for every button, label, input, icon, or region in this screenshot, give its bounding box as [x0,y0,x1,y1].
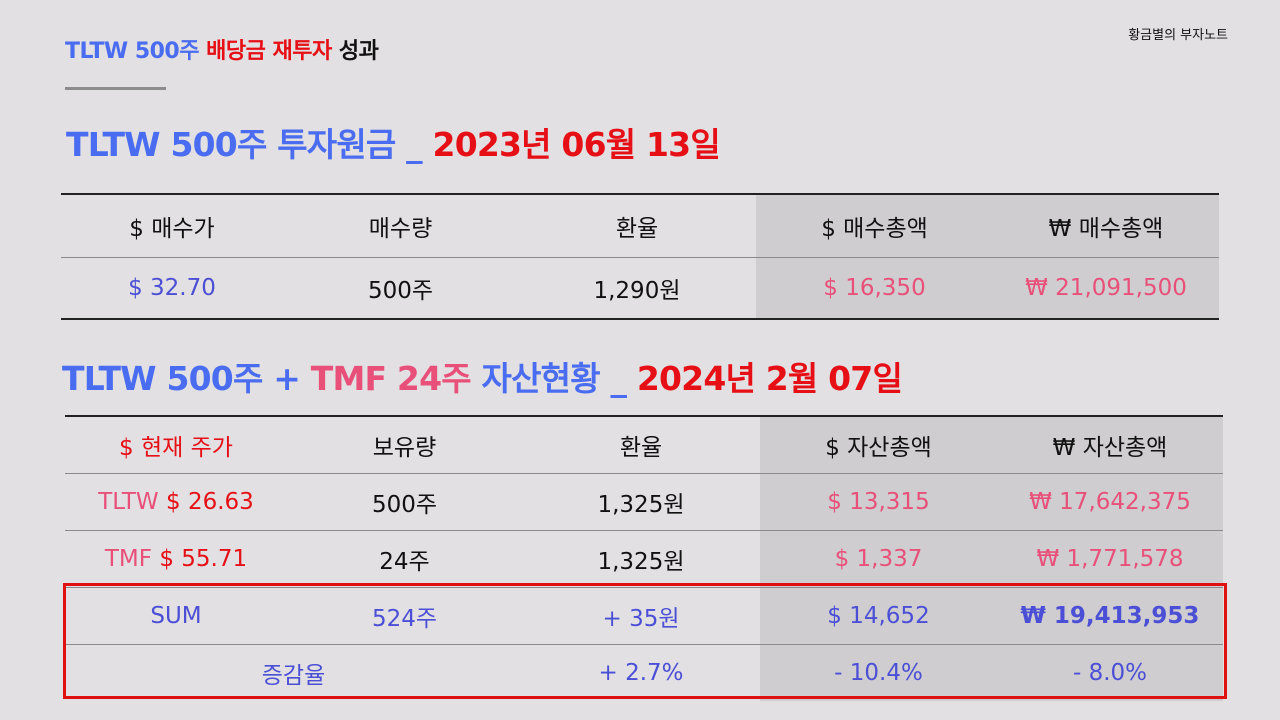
purchase-table-header: $ 매수가 매수량 환율 $ 매수총액 ₩ 매수총액 [61,194,1219,258]
change-label: 증감율 [65,644,522,701]
buy-price: $ 32.70 [61,257,283,319]
tmf-qty: 24주 [287,530,522,588]
tmf-price-cell: TMF $ 55.71 [65,530,287,588]
table-row: TMF $ 55.71 24주 1,325원 $ 1,337 ₩ 1,771,5… [65,530,1223,588]
header-buy-total-krw: ₩ 매수총액 [993,194,1219,258]
sum-row: SUM 524주 + 35원 $ 14,652 ₩ 19,413,953 [65,587,1223,645]
header-fx: 환율 [619,435,663,461]
purchase-table: $ 매수가 매수량 환율 $ 매수총액 ₩ 매수총액 $ 32.70 500주 … [61,193,1219,320]
holdings-table: $ 현재 주가 보유량 환율 $ 자산총액 ₩ 자산총액 TLTW $ 26.6… [65,415,1223,701]
tltw-total-krw: ₩ 17,642,375 [997,473,1223,531]
header-buy-price: $ 매수가 [129,216,215,242]
section1-heading: TLTW 500주 투자원금 _ 2023년 06월 13일 [66,125,721,164]
header-holding-qty: 보유량 [372,435,437,461]
header-asset-total-usd: $ 자산총액 [760,416,997,474]
header-buy-total-usd: $ 매수총액 [756,194,993,258]
buy-fx: 1,290원 [518,257,756,319]
slide-title: TLTW 500주 배당금 재투자 성과 [65,39,379,64]
section2-heading: TLTW 500주 + TMF 24주 자산현황 _ 2024년 2월 07일 [62,359,903,398]
buy-total-krw: ₩ 21,091,500 [993,257,1219,319]
sum-label: SUM [65,587,287,645]
title-divider [65,87,166,90]
table-row: TLTW $ 26.63 500주 1,325원 $ 13,315 ₩ 17,6… [65,473,1223,531]
buy-total-usd: $ 16,350 [756,257,993,319]
change-row: 증감율 + 2.7% - 10.4% - 8.0% [65,644,1223,701]
tltw-qty: 500주 [287,473,522,531]
sum-fx: + 35원 [522,587,760,645]
sum-qty: 524주 [287,587,522,645]
sum-total-krw: ₩ 19,413,953 [997,587,1223,645]
author-label: 황금별의 부자노트 [1128,28,1228,43]
change-usd: - 10.4% [760,644,997,701]
header-fx: 환율 [615,216,659,242]
sum-total-usd: $ 14,652 [760,587,997,645]
tmf-fx: 1,325원 [522,530,760,588]
header-asset-total-krw: ₩ 자산총액 [997,416,1223,474]
holdings-table-header: $ 현재 주가 보유량 환율 $ 자산총액 ₩ 자산총액 [65,416,1223,474]
tmf-total-usd: $ 1,337 [760,530,997,588]
header-buy-qty: 매수량 [368,216,433,242]
change-fx: + 2.7% [522,644,760,701]
change-krw: - 8.0% [997,644,1223,701]
tltw-total-usd: $ 13,315 [760,473,997,531]
tltw-price-cell: TLTW $ 26.63 [65,473,287,531]
tmf-total-krw: ₩ 1,771,578 [997,530,1223,588]
table-row: $ 32.70 500주 1,290원 $ 16,350 ₩ 21,091,50… [61,257,1219,319]
buy-qty: 500주 [283,257,518,319]
tltw-fx: 1,325원 [522,473,760,531]
header-current-price: $ 현재 주가 [119,435,233,461]
